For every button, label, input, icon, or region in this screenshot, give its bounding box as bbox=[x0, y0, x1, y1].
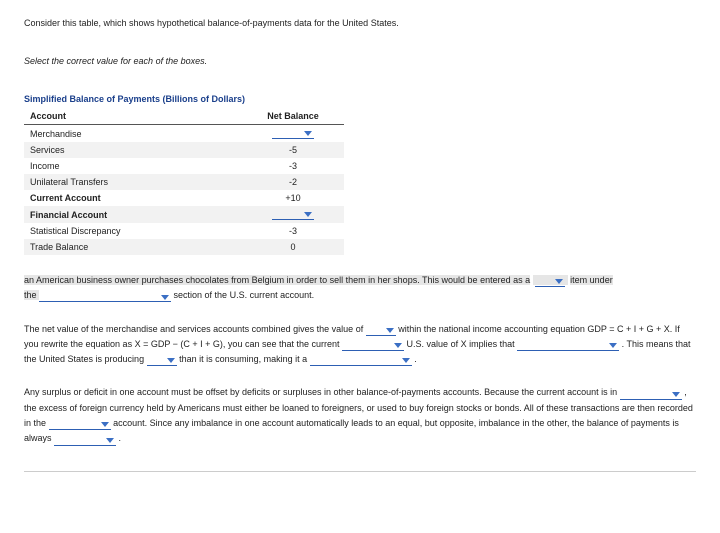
row-label: Income bbox=[24, 158, 242, 174]
row-label: Financial Account bbox=[24, 206, 242, 223]
caret-icon bbox=[161, 295, 169, 300]
row-label: Unilateral Transfers bbox=[24, 174, 242, 190]
p2-dropdown-5[interactable] bbox=[310, 353, 412, 366]
caret-icon bbox=[609, 343, 617, 348]
caret-icon bbox=[386, 328, 394, 333]
col-header-account: Account bbox=[24, 108, 242, 125]
instruction-text: Select the correct value for each of the… bbox=[24, 56, 696, 66]
p2-dropdown-2[interactable] bbox=[342, 338, 404, 351]
p3-seg4: . bbox=[119, 433, 122, 443]
table-body: MerchandiseServices-5Income-3Unilateral … bbox=[24, 125, 344, 256]
caret-icon bbox=[555, 279, 563, 284]
caret-icon bbox=[106, 438, 114, 443]
p1-dropdown-2[interactable] bbox=[39, 289, 171, 302]
p3-dropdown-1[interactable] bbox=[620, 387, 682, 400]
caret-icon bbox=[167, 358, 175, 363]
paragraph-2: The net value of the merchandise and ser… bbox=[24, 322, 696, 368]
table-row: Services-5 bbox=[24, 142, 344, 158]
row-label: Merchandise bbox=[24, 125, 242, 143]
p3-dropdown-3[interactable] bbox=[54, 433, 116, 446]
p1-seg2a: item under bbox=[570, 275, 613, 285]
table-row: Income-3 bbox=[24, 158, 344, 174]
divider bbox=[24, 471, 696, 472]
p2-seg5: than it is consuming, making it a bbox=[179, 354, 307, 364]
p1-seg3: section of the U.S. current account. bbox=[174, 290, 315, 300]
p2-seg1: The net value of the merchandise and ser… bbox=[24, 324, 363, 334]
row-value: +10 bbox=[242, 190, 344, 206]
p2-dropdown-4[interactable] bbox=[147, 353, 177, 366]
row-value: -3 bbox=[242, 223, 344, 239]
caret-icon bbox=[101, 422, 109, 427]
paragraph-3: Any surplus or deficit in one account mu… bbox=[24, 385, 696, 446]
table-row: Current Account+10 bbox=[24, 190, 344, 206]
value-dropdown[interactable] bbox=[272, 128, 314, 139]
p2-seg3: U.S. value of X implies that bbox=[407, 339, 515, 349]
p3-seg1: Any surplus or deficit in one account mu… bbox=[24, 387, 617, 397]
p1-seg1: an American business owner purchases cho… bbox=[24, 275, 530, 285]
table-row: Unilateral Transfers-2 bbox=[24, 174, 344, 190]
table-row: Trade Balance0 bbox=[24, 239, 344, 255]
paragraph-1: an American business owner purchases cho… bbox=[24, 273, 696, 304]
col-header-net-balance: Net Balance bbox=[242, 108, 344, 125]
row-label: Trade Balance bbox=[24, 239, 242, 255]
row-value: -2 bbox=[242, 174, 344, 190]
p2-seg6: . bbox=[414, 354, 417, 364]
p2-dropdown-3[interactable] bbox=[517, 338, 619, 351]
caret-icon bbox=[394, 343, 402, 348]
p2-dropdown-1[interactable] bbox=[366, 323, 396, 336]
row-label: Statistical Discrepancy bbox=[24, 223, 242, 239]
intro-text: Consider this table, which shows hypothe… bbox=[24, 18, 696, 28]
table-title: Simplified Balance of Payments (Billions… bbox=[24, 94, 696, 104]
value-dropdown[interactable] bbox=[272, 209, 314, 220]
table-row: Financial Account bbox=[24, 206, 344, 223]
balance-of-payments-table: Account Net Balance MerchandiseServices-… bbox=[24, 108, 344, 255]
p1-dropdown-1[interactable] bbox=[535, 274, 565, 287]
row-label: Services bbox=[24, 142, 242, 158]
row-value[interactable] bbox=[242, 206, 344, 223]
exercise-page: Consider this table, which shows hypothe… bbox=[0, 0, 720, 496]
caret-icon bbox=[304, 212, 312, 217]
row-label: Current Account bbox=[24, 190, 242, 206]
row-value: 0 bbox=[242, 239, 344, 255]
caret-icon bbox=[304, 131, 312, 136]
caret-icon bbox=[672, 392, 680, 397]
caret-icon bbox=[402, 358, 410, 363]
table-row: Merchandise bbox=[24, 125, 344, 143]
p3-dropdown-2[interactable] bbox=[49, 417, 111, 430]
row-value[interactable] bbox=[242, 125, 344, 143]
p3-seg3: account. Since any imbalance in one acco… bbox=[24, 418, 679, 443]
table-row: Statistical Discrepancy-3 bbox=[24, 223, 344, 239]
row-value: -3 bbox=[242, 158, 344, 174]
row-value: -5 bbox=[242, 142, 344, 158]
